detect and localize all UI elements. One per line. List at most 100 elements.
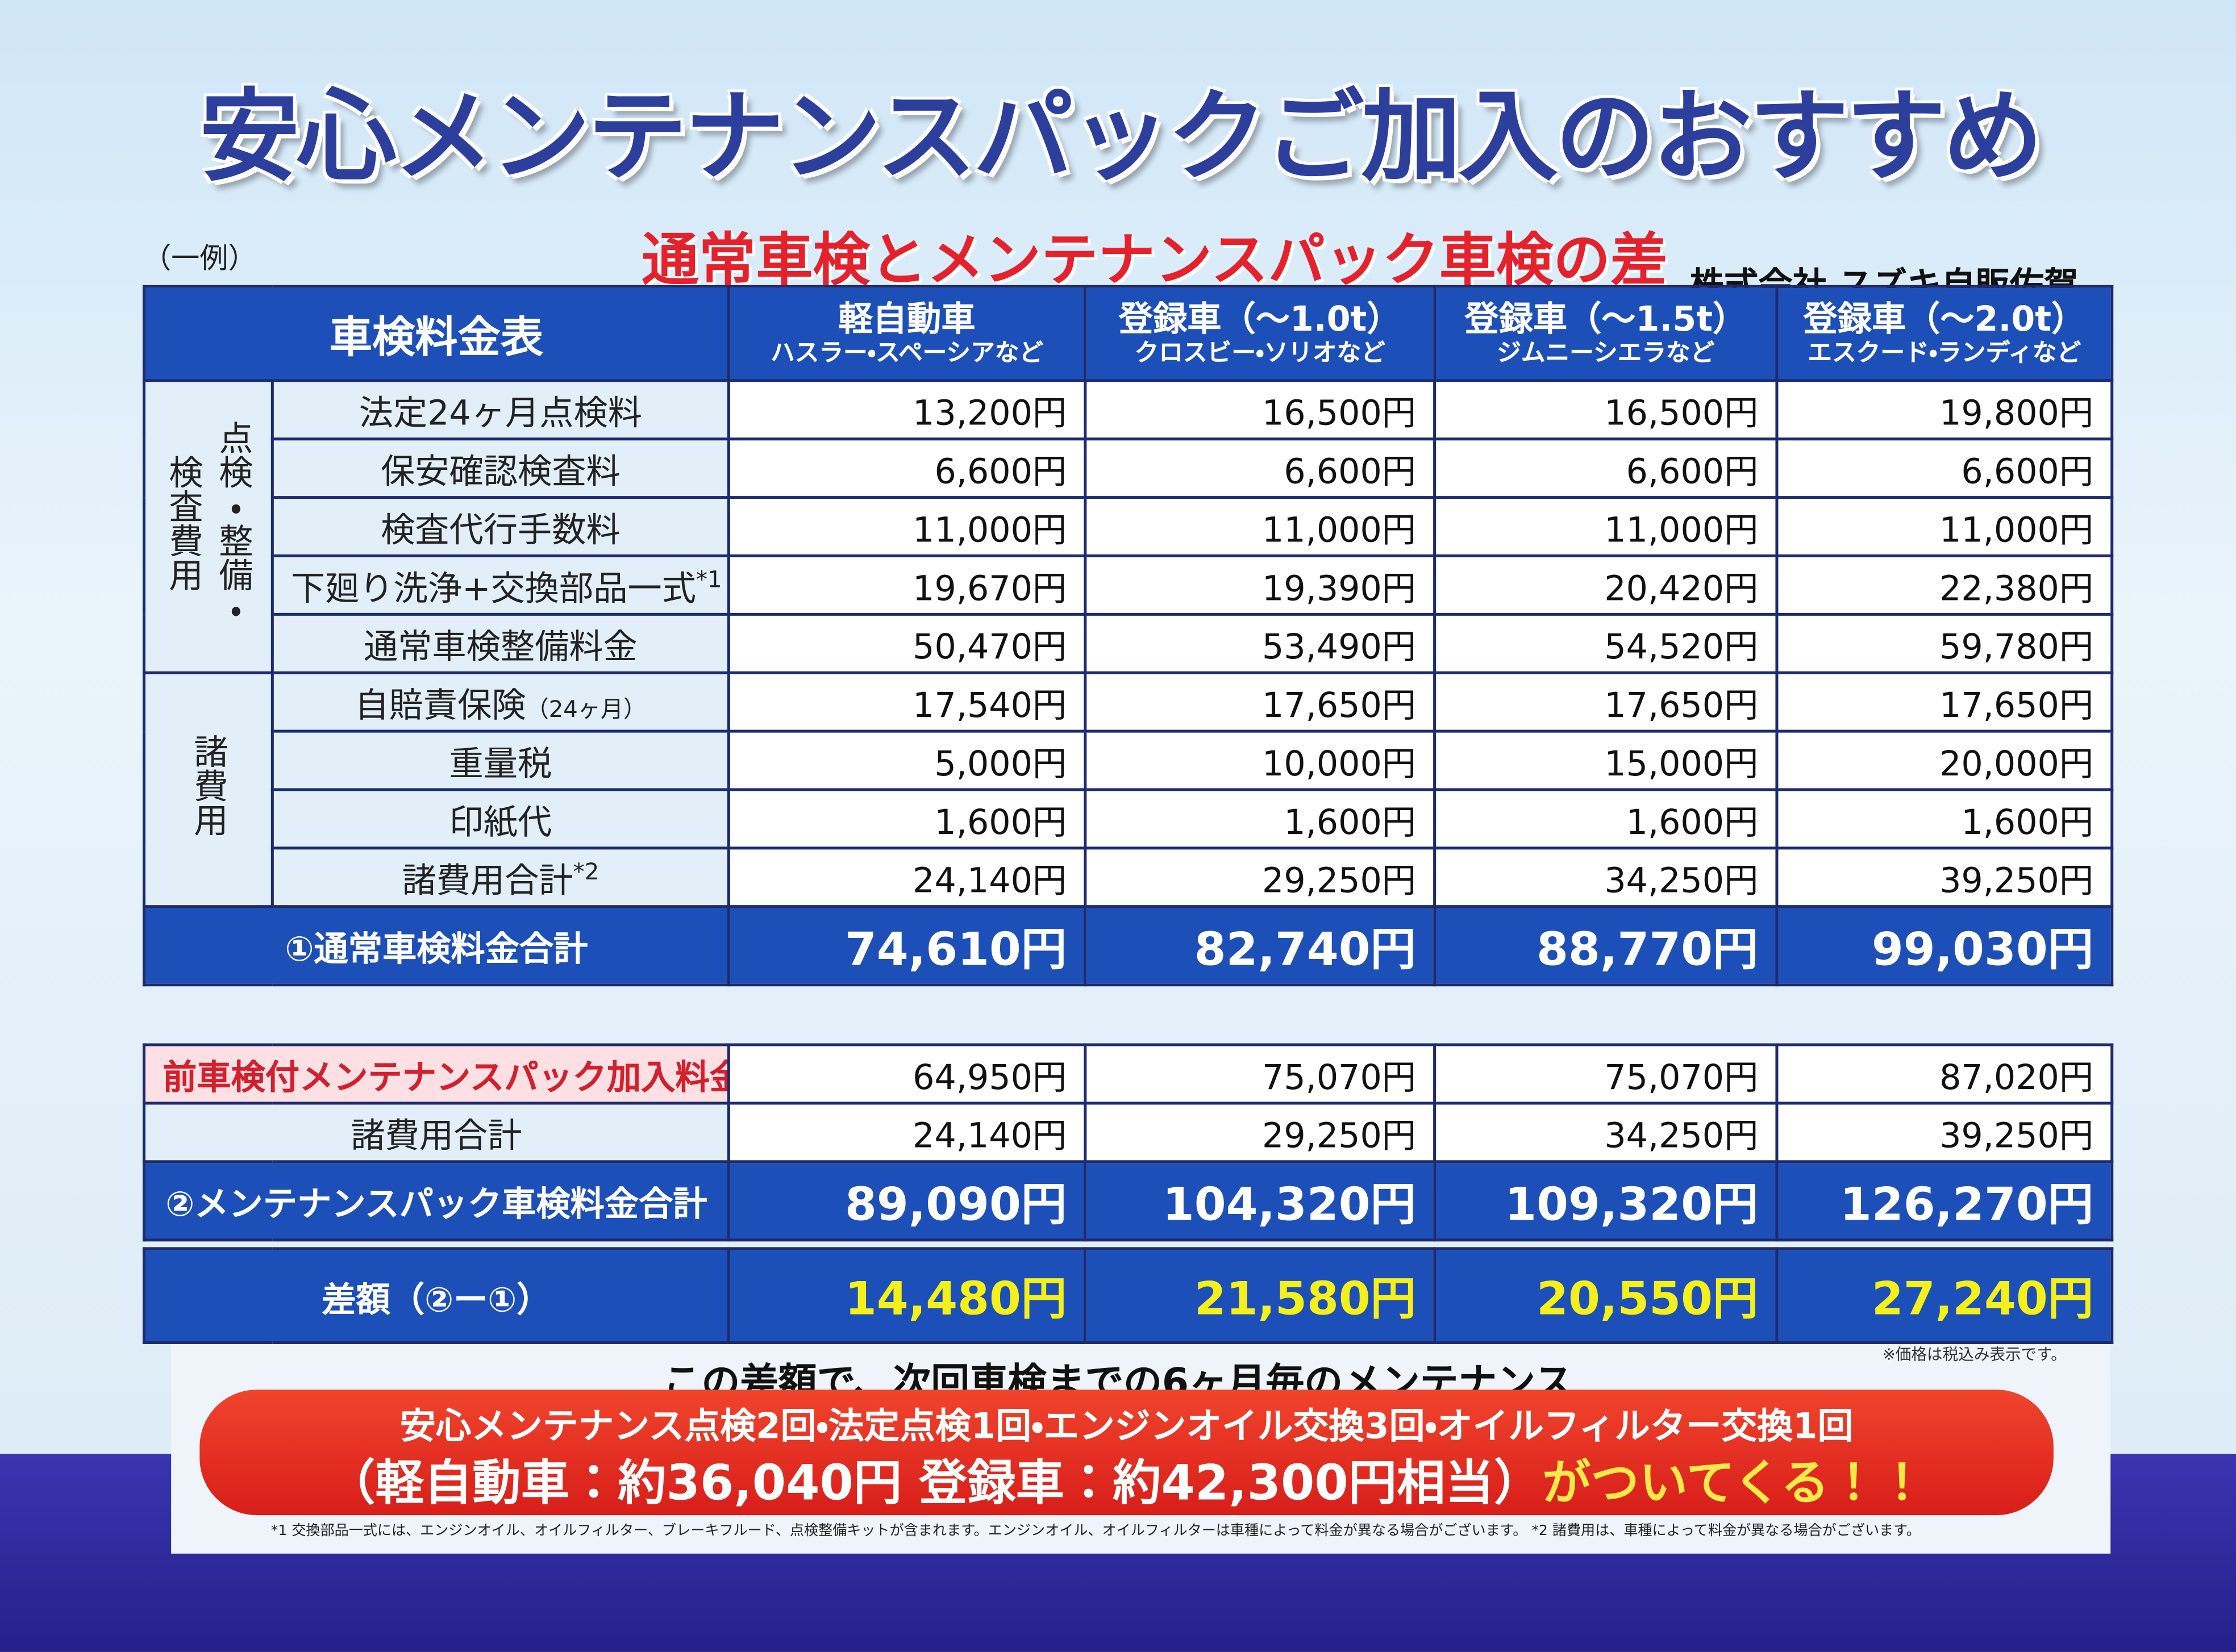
row-label-cell: 自賠責保険（24ヶ月） [270, 671, 730, 733]
value-cell: 109,320円 [1433, 1160, 1779, 1242]
column-name: 登録車（〜1.5t） [1464, 299, 1747, 340]
example-note: （一例） [142, 241, 257, 276]
group-cell: 点検・整備・検査費用 [142, 379, 274, 674]
row-label: 重量税 [449, 744, 552, 784]
row-label-cell: 通常車検整備料金 [270, 612, 730, 674]
fee-table: 車検料金表 軽自動車 ハスラー・スペーシアなど 登録車（〜1.0t） クロスビー・ソリオ… [142, 285, 2114, 987]
value-cell: 27,240円 [1775, 1247, 2114, 1344]
row-label: 検査代行手数料 [381, 510, 621, 550]
row-label: 法定24ヶ月点検料 [359, 393, 642, 433]
value-cell: 59,780円 [1775, 612, 2114, 674]
value-cell: 34,250円 [1433, 1102, 1779, 1163]
difference-label: 差額（②ー①） [142, 1247, 730, 1344]
column-header: 登録車（〜2.0t） エスクード・ランディなど [1775, 285, 2114, 382]
column-header: 軽自動車 ハスラー・スペーシアなど [727, 285, 1087, 382]
row-label-cell: 諸費用合計*2 [270, 846, 730, 908]
fee-row: 諸費用 自賠責保険（24ヶ月） 17,540円 17,650円 17,650円 17,65… [142, 671, 2114, 908]
row-label: 自賠責保険 [355, 685, 526, 726]
value-cell: 11,000円 [727, 496, 1087, 558]
value-cell: 24,140円 [727, 846, 1087, 908]
row-note: （24ヶ月） [526, 695, 647, 723]
value-cell: 75,070円 [1084, 1043, 1436, 1105]
title: 安心メンテナンスパックご加入のおすすめ [199, 78, 2043, 195]
row-label: 保安確認検査料 [381, 452, 621, 492]
value-cell: 17,650円 [1084, 671, 1436, 733]
value-cell: 21,580円 [1084, 1247, 1436, 1344]
total-label: ②メンテナンスパック車検料金合計 [142, 1160, 730, 1242]
pack-row: 諸費用合計 24,140円 29,250円 34,250円 39,250円 [142, 1102, 2114, 1163]
column-header: 登録車（〜1.0t） クロスビー・ソリオなど [1084, 285, 1436, 382]
table-body: 差額（②ー①） 14,480円 21,580円 20,550円 27,240円 [142, 1247, 2114, 1344]
value-cell: 1,600円 [1084, 788, 1436, 850]
value-cell: 1,600円 [727, 788, 1087, 850]
value-cell: 20,420円 [1433, 554, 1779, 616]
value-cell: 16,500円 [1433, 379, 1779, 441]
table-body: 前車検付メンテナンスパック加入料金 64,950円 75,070円 75,070円 87… [142, 1043, 2114, 1242]
total-row: ②メンテナンスパック車検料金合計 89,090円 104,320円 109,320円 1… [142, 1160, 2114, 1242]
subtitle: 通常車検とメンテナンスパック車検の差 [642, 228, 1668, 294]
value-cell: 11,000円 [1775, 496, 2114, 558]
value-cell: 82,740円 [1084, 905, 1436, 987]
value-cell: 99,030円 [1775, 905, 2114, 987]
value-cell: 29,250円 [1084, 1102, 1436, 1163]
value-cell: 88,770円 [1433, 905, 1779, 987]
value-cell: 53,490円 [1084, 612, 1436, 674]
value-cell: 64,950円 [727, 1043, 1087, 1105]
row-label-cell: 保安確認検査料 [270, 437, 730, 499]
value-cell: 87,020円 [1775, 1043, 2114, 1105]
total-label: ①通常車検料金合計 [142, 905, 730, 987]
group-cell: 諸費用 [142, 671, 274, 908]
footnote: *1 交換部品一式には、エンジンオイル、オイルフィルター、ブレーキフルード、点検… [270, 1524, 1921, 1540]
fee-row: 印紙代 1,600円 1,600円 1,600円 1,600円 [144, 788, 2114, 850]
value-cell: 15,000円 [1433, 729, 1779, 791]
value-cell: 50,470円 [727, 612, 1087, 674]
value-cell: 1,600円 [1775, 788, 2114, 850]
value-cell: 89,090円 [727, 1160, 1087, 1242]
fee-row: 保安確認検査料 6,600円 6,600円 6,600円 6,600円 [144, 437, 2114, 499]
header-row: 車検料金表 軽自動車 ハスラー・スペーシアなど 登録車（〜1.0t） クロスビー・ソリオ… [142, 285, 2114, 382]
value-cell: 19,390円 [1084, 554, 1436, 616]
value-cell: 126,270円 [1775, 1160, 2114, 1242]
value-cell: 5,000円 [727, 729, 1087, 791]
value-cell: 22,380円 [1775, 554, 2114, 616]
row-label-cell: 法定24ヶ月点検料 [270, 379, 730, 441]
value-cell: 6,600円 [1775, 437, 2114, 499]
value-cell: 104,320円 [1084, 1160, 1436, 1242]
row-label-cell: 印紙代 [270, 788, 730, 850]
value-cell: 75,070円 [1433, 1043, 1779, 1105]
value-cell: 6,600円 [1084, 437, 1436, 499]
value-cell: 74,610円 [727, 905, 1087, 987]
group-label: 点検・整備・検査費用 [163, 419, 253, 625]
benefits: 安心メンテナンス点検2回・法定点検1回・エンジンオイル交換3回・オイルフィルター… [399, 1405, 1854, 1447]
row-label: 下廻り洗浄+交換部品一式 [290, 569, 696, 609]
row-label-cell: 前車検付メンテナンスパック加入料金 [142, 1043, 730, 1105]
row-label: 印紙代 [449, 802, 552, 842]
fee-row: 下廻り洗浄+交換部品一式*1 19,670円 19,390円 20,420円 22,38… [144, 554, 2114, 616]
value-cell: 19,670円 [727, 554, 1087, 616]
column-header: 登録車（〜1.5t） ジムニーシエラなど [1433, 285, 1779, 382]
row-label: 諸費用合計 [402, 861, 573, 901]
table-title: 車検料金表 [142, 285, 730, 382]
tax-note: ※価格は税込み表示です。 [1882, 1345, 2067, 1365]
column-models: ハスラー・スペーシアなど [771, 339, 1044, 368]
column-models: ジムニーシエラなど [1497, 339, 1715, 368]
row-label-cell: 重量税 [270, 729, 730, 791]
value-cell: 10,000円 [1084, 729, 1436, 791]
row-note: *1 [696, 566, 722, 593]
value-cell: 11,000円 [1433, 496, 1779, 558]
difference-row: 差額（②ー①） 14,480円 21,580円 20,550円 27,240円 [142, 1247, 2114, 1344]
amounts-line: （軽自動車：約36,040円 登録車：約42,300円相当）がついてくる！！ [199, 1444, 2053, 1514]
value-cell: 19,800円 [1775, 379, 2114, 441]
value-cell: 1,600円 [1433, 788, 1779, 850]
value-cell: 17,650円 [1775, 671, 2114, 733]
row-label-cell: 検査代行手数料 [270, 496, 730, 558]
pack-row: 前車検付メンテナンスパック加入料金 64,950円 75,070円 75,070円 87… [142, 1043, 2114, 1105]
fee-row: 通常車検整備料金 50,470円 53,490円 54,520円 59,780円 [144, 612, 2114, 674]
column-name: 軽自動車 [838, 299, 976, 340]
value-cell: 54,520円 [1433, 612, 1779, 674]
column-models: クロスビー・ソリオなど [1134, 339, 1385, 368]
value-cell: 20,550円 [1433, 1247, 1779, 1344]
difference-table: 差額（②ー①） 14,480円 21,580円 20,550円 27,240円 [142, 1247, 2114, 1344]
